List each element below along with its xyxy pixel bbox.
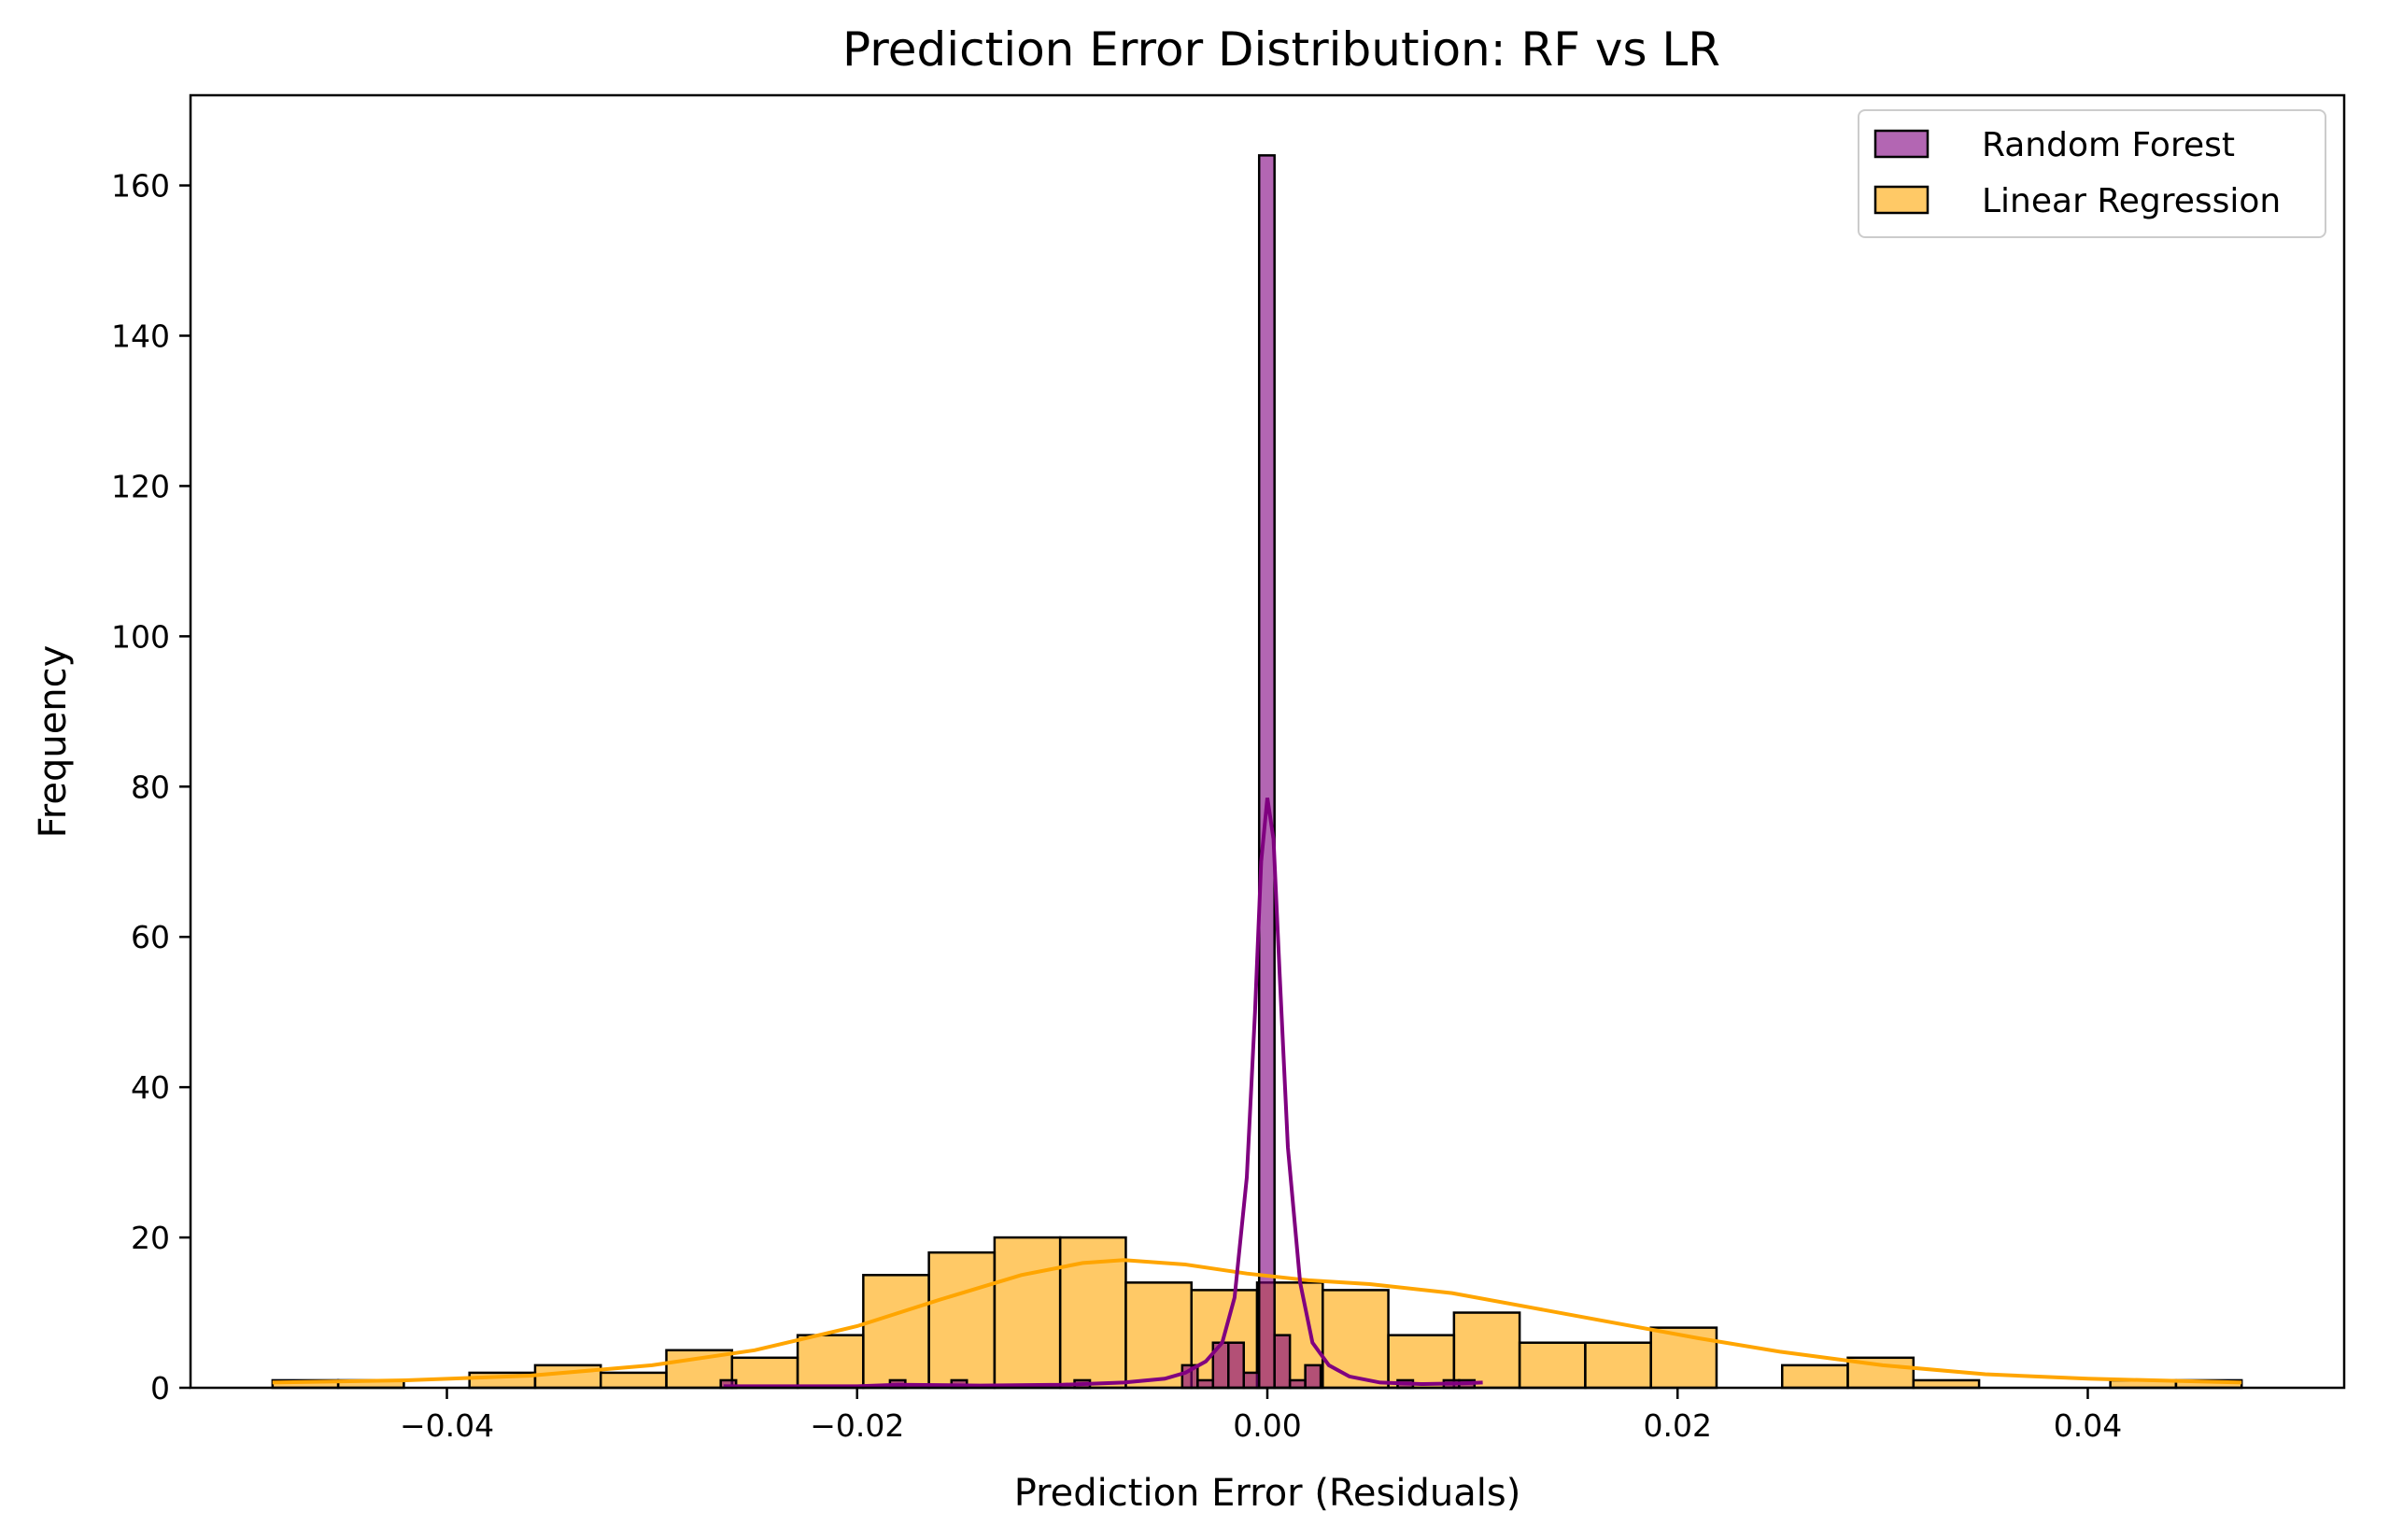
random-forest-bar (1304, 1363, 1322, 1390)
legend-label-random-forest: Random Forest (1982, 126, 2235, 164)
y-tick-label: 20 (131, 1220, 170, 1256)
linear-regression-bar (1780, 1363, 1849, 1390)
y-tick-label: 100 (111, 618, 170, 655)
linear-regression-bar (730, 1356, 799, 1390)
y-tick-label: 60 (131, 919, 170, 955)
y-tick-label: 160 (111, 168, 170, 205)
x-axis-label: Prediction Error (Residuals) (1014, 1472, 1521, 1515)
linear-regression-bar (1452, 1311, 1521, 1390)
y-axis-ticks: 0 20 40 60 80 100 120 140 160 (111, 168, 191, 1406)
x-tick-label: 0.00 (1233, 1407, 1301, 1444)
linear-regression-bar (1518, 1341, 1587, 1390)
y-tick-label: 80 (131, 769, 170, 805)
x-tick-label: −0.04 (400, 1407, 494, 1444)
legend-label-linear-regression: Linear Regression (1982, 182, 2281, 220)
random-forest-kde-line (724, 798, 1483, 1389)
random-forest-bar (1242, 1371, 1261, 1390)
linear-regression-bar (862, 1274, 930, 1390)
x-axis-ticks: −0.04 −0.02 0.00 0.02 0.04 (400, 1388, 2122, 1444)
plot-area (189, 93, 2346, 1390)
linear-regression-bar (1387, 1334, 1456, 1390)
x-tick-label: 0.04 (2054, 1407, 2122, 1444)
legend: Random Forest Linear Regression (1858, 109, 2326, 238)
linear-regression-bar (993, 1236, 1062, 1390)
chart-title: Prediction Error Distribution: RF vs LR (842, 22, 1720, 77)
linear-regression-bar (1584, 1341, 1652, 1390)
y-tick-label: 0 (150, 1370, 170, 1406)
random-forest-bar (1273, 1334, 1292, 1390)
x-tick-label: −0.02 (810, 1407, 904, 1444)
random-forest-bar (1257, 154, 1276, 1390)
y-tick-label: 40 (131, 1069, 170, 1106)
linear-regression-bar (1322, 1289, 1390, 1390)
y-axis-label: Frequency (32, 645, 75, 839)
linear-regression-bar (927, 1250, 997, 1390)
linear-regression-kde-line (272, 1258, 2242, 1385)
legend-swatch-random-forest (1873, 129, 1930, 159)
y-tick-label: 120 (111, 468, 170, 504)
linear-regression-bar (796, 1334, 865, 1390)
y-tick-label: 140 (111, 318, 170, 354)
legend-box (1858, 109, 2326, 238)
legend-swatch-linear-regression (1873, 185, 1930, 215)
x-tick-label: 0.02 (1643, 1407, 1711, 1444)
random-forest-bar (1227, 1341, 1245, 1390)
linear-regression-bar (599, 1371, 668, 1390)
